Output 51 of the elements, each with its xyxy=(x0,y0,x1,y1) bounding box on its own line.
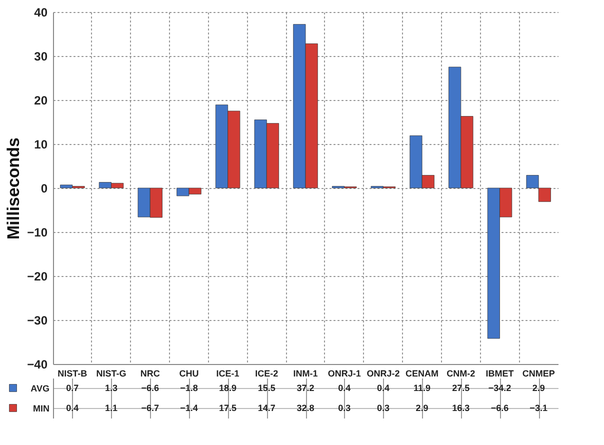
y-tick-label: 40 xyxy=(34,6,48,20)
data-label: −1.8 xyxy=(180,383,198,393)
y-axis-title: Milliseconds xyxy=(4,137,24,240)
data-label: 2.9 xyxy=(416,403,428,413)
data-label: −34.2 xyxy=(488,383,512,393)
x-tick-label: ONRJ-2 xyxy=(366,368,400,378)
data-label: 32.8 xyxy=(296,403,314,413)
y-tick-label: 0 xyxy=(40,182,48,196)
legend-label: MIN xyxy=(33,404,50,414)
x-tick-label: CNM-2 xyxy=(446,368,476,378)
y-tick-label: −30 xyxy=(27,314,48,328)
data-label: 0.4 xyxy=(338,383,351,393)
data-label: 17.5 xyxy=(219,403,237,413)
x-tick-label: ONRJ-1 xyxy=(328,368,361,378)
x-tick-label: IBMET xyxy=(486,368,514,378)
x-tick-label: NIST-B xyxy=(58,368,88,378)
data-label: 0.7 xyxy=(66,383,79,393)
x-tick-label: NRC xyxy=(140,368,160,378)
data-label: 1.1 xyxy=(105,403,118,413)
data-label: 27.5 xyxy=(452,383,470,393)
y-tick-label: −10 xyxy=(27,226,48,240)
data-label: −3.1 xyxy=(530,403,548,413)
data-label: 0.3 xyxy=(338,403,351,413)
y-tick-label: 30 xyxy=(34,50,48,64)
data-label: 37.2 xyxy=(296,383,314,393)
x-tick-label: CHU xyxy=(179,368,199,378)
x-tick-label: CNMEP xyxy=(522,368,555,378)
data-label: −6.6 xyxy=(141,383,160,393)
data-label: −6.7 xyxy=(141,403,160,413)
data-label: 1.3 xyxy=(105,383,118,393)
legend-label: AVG xyxy=(30,384,50,394)
data-label: −1.4 xyxy=(180,403,198,413)
y-tick-label: 10 xyxy=(34,138,48,152)
data-label: 14.7 xyxy=(258,403,276,413)
x-tick-label: CENAM xyxy=(406,368,439,378)
data-label: 15.5 xyxy=(258,383,276,393)
data-label: 0.4 xyxy=(66,403,79,413)
y-tick-label: −20 xyxy=(27,270,48,284)
data-label: 2.9 xyxy=(532,383,545,393)
x-tick-label: ICE-2 xyxy=(255,368,278,378)
data-label: 18.9 xyxy=(219,383,237,393)
y-tick-label: −40 xyxy=(27,358,48,372)
data-label: 0.4 xyxy=(376,383,390,393)
x-tick-label: NIST-G xyxy=(96,368,126,378)
y-tick-label: 20 xyxy=(34,94,48,108)
data-label: 16.3 xyxy=(452,403,470,413)
data-label: −6.6 xyxy=(490,403,509,413)
x-tick-label: ICE-1 xyxy=(216,368,240,378)
data-label: 11.9 xyxy=(414,383,431,393)
x-tick-label: INM-1 xyxy=(293,368,318,378)
data-label: 0.3 xyxy=(376,403,390,413)
